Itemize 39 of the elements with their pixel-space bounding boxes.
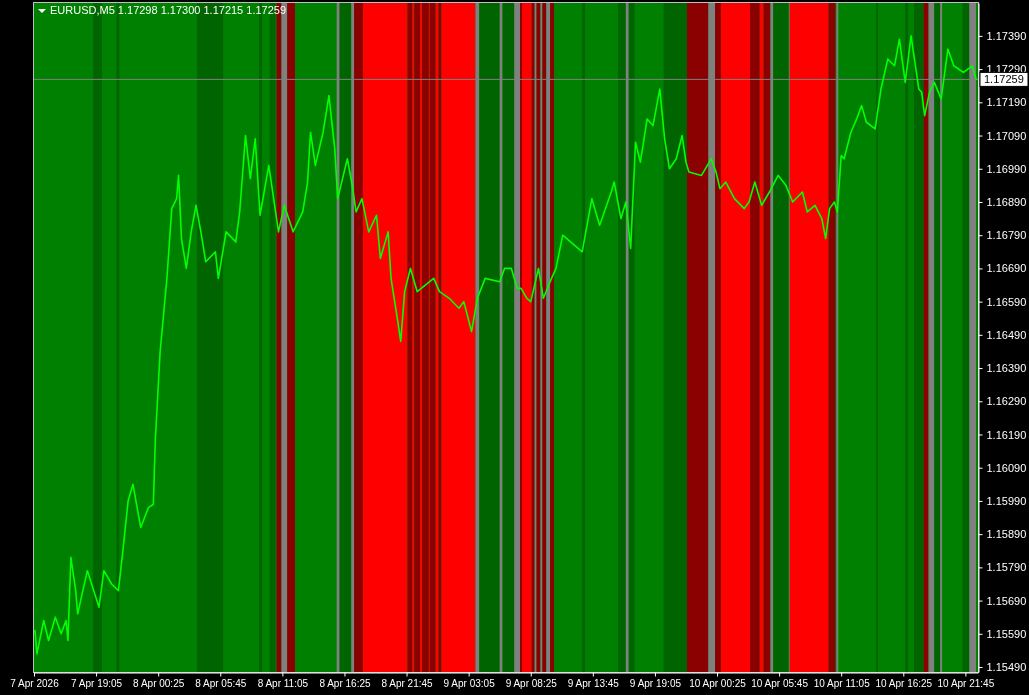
line-series [34,35,977,655]
x-tick-label: 7 Apr 2026 [10,677,60,689]
y-tick-label: 1.16090 [986,461,1027,474]
y-tick-label: 1.17390 [986,29,1027,42]
y-tick-label: 1.16890 [986,195,1027,208]
y-tick-label: 1.17190 [986,96,1027,109]
y-tick-label: 1.15890 [986,528,1027,541]
x-tick-label: 9 Apr 08:25 [505,677,558,689]
y-tick-label: 1.16490 [986,328,1027,341]
x-tick-label: 10 Apr 00:25 [689,677,747,689]
x-tick-label: 8 Apr 11:05 [257,677,309,689]
x-tick-label: 8 Apr 05:45 [195,677,247,689]
x-tick-label: 10 Apr 21:45 [937,677,995,689]
y-tick-label: 1.16190 [986,428,1027,441]
y-tick-label: 1.15490 [986,661,1027,674]
x-tick-label: 9 Apr 03:05 [443,677,496,689]
x-tick-label: 9 Apr 13:45 [567,677,620,689]
x-tick-label: 9 Apr 19:05 [629,677,682,689]
y-tick-label: 1.15990 [986,494,1027,507]
x-tick-label: 10 Apr 16:25 [875,677,933,689]
y-tick-label: 1.16590 [986,295,1027,308]
y-tick-label: 1.15590 [986,627,1027,640]
x-tick-label: 7 Apr 19:05 [71,677,123,689]
x-tick-label: 8 Apr 00:25 [133,677,185,689]
y-tick-label: 1.16790 [986,229,1027,242]
y-tick-label: 1.16390 [986,362,1027,375]
y-tick-label: 1.17290 [986,63,1027,76]
chart-title: EURUSD,M5 1.17298 1.17300 1.17215 1.17259 [50,4,287,16]
y-tick-label: 1.16290 [986,395,1027,408]
ref-line-label: 1.17259 [984,73,1024,86]
y-tick-label: 1.17090 [986,129,1027,142]
x-tick-label: 10 Apr 11:05 [813,677,871,689]
y-tick-label: 1.15790 [986,561,1027,574]
x-tick-label: 10 Apr 05:45 [751,677,809,689]
y-tick-label: 1.16690 [986,262,1027,275]
y-tick-label: 1.16990 [986,162,1027,175]
y-tick-label: 1.15690 [986,594,1027,607]
x-tick-label: 8 Apr 21:45 [381,677,434,689]
x-tick-label: 8 Apr 16:25 [319,677,371,689]
